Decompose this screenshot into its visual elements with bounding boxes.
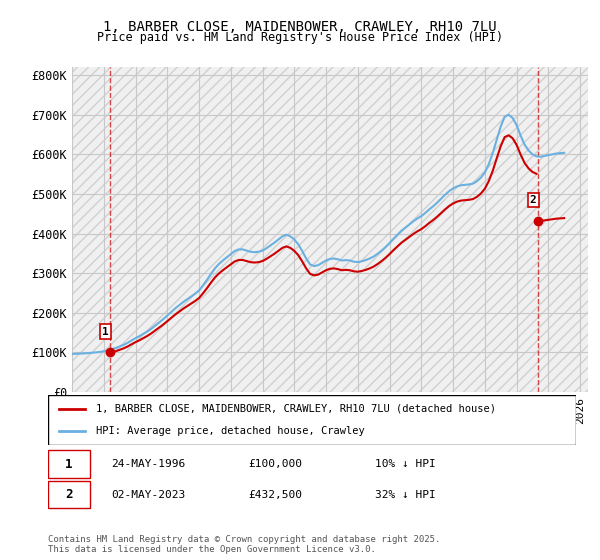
FancyBboxPatch shape xyxy=(48,481,90,508)
FancyBboxPatch shape xyxy=(48,450,90,478)
Text: 32% ↓ HPI: 32% ↓ HPI xyxy=(376,490,436,500)
Text: 1: 1 xyxy=(65,458,73,470)
Text: 1, BARBER CLOSE, MAIDENBOWER, CRAWLEY, RH10 7LU: 1, BARBER CLOSE, MAIDENBOWER, CRAWLEY, R… xyxy=(103,20,497,34)
Text: 24-MAY-1996: 24-MAY-1996 xyxy=(112,459,185,469)
Text: 2: 2 xyxy=(65,488,73,501)
Text: £432,500: £432,500 xyxy=(248,490,302,500)
Text: HPI: Average price, detached house, Crawley: HPI: Average price, detached house, Craw… xyxy=(95,426,364,436)
Text: 1: 1 xyxy=(102,326,109,337)
Text: 1, BARBER CLOSE, MAIDENBOWER, CRAWLEY, RH10 7LU (detached house): 1, BARBER CLOSE, MAIDENBOWER, CRAWLEY, R… xyxy=(95,404,496,414)
Text: 02-MAY-2023: 02-MAY-2023 xyxy=(112,490,185,500)
Text: Contains HM Land Registry data © Crown copyright and database right 2025.
This d: Contains HM Land Registry data © Crown c… xyxy=(48,535,440,554)
Text: Price paid vs. HM Land Registry's House Price Index (HPI): Price paid vs. HM Land Registry's House … xyxy=(97,31,503,44)
Text: 2: 2 xyxy=(530,195,536,205)
Text: £100,000: £100,000 xyxy=(248,459,302,469)
FancyBboxPatch shape xyxy=(48,395,576,445)
Text: 10% ↓ HPI: 10% ↓ HPI xyxy=(376,459,436,469)
